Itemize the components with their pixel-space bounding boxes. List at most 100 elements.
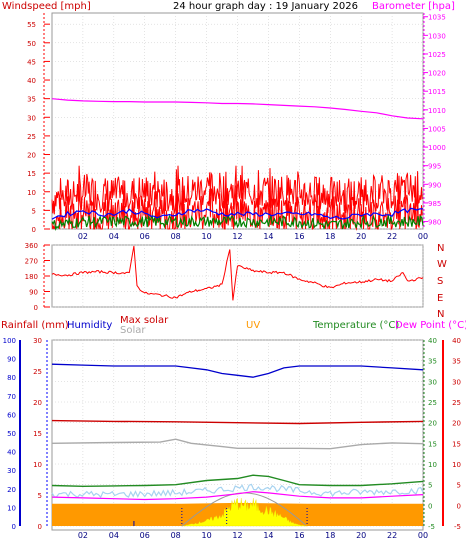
barometer-tick-label: 985 — [428, 200, 441, 208]
direction-tick-label: 0 — [34, 304, 38, 312]
direction-tick-label: 180 — [25, 273, 38, 281]
wind-x-tick-label: 00 — [418, 232, 428, 241]
humidity-tick-label: 80 — [7, 374, 16, 382]
compass-label: N — [437, 309, 444, 320]
wind-x-tick-label: 12 — [232, 232, 242, 241]
weather-x-tick-label: 02 — [78, 531, 88, 540]
wind-tick-label: 25 — [27, 133, 36, 141]
dewpoint-label: Dew Point (°C) — [395, 320, 466, 331]
rainfall-tick-label: 10 — [33, 461, 42, 469]
wind-x-tick-label: 04 — [109, 232, 119, 241]
wind-x-tick-label: 22 — [387, 232, 397, 241]
wind-tick-label: 45 — [27, 58, 36, 66]
rainfall-label: Rainfall (mm) — [1, 320, 69, 331]
wind-tick-label: 35 — [27, 96, 36, 104]
dewpoint-tick-label: 10 — [452, 461, 461, 469]
temperature-tick-label: 5 — [428, 482, 432, 490]
dewpoint-tick-label: 40 — [452, 337, 461, 345]
weather-x-tick-label: 14 — [263, 531, 273, 540]
weather-x-tick-label: 04 — [109, 531, 119, 540]
dewpoint-tick-label: 20 — [452, 420, 461, 428]
humidity-label: Humidity — [67, 320, 112, 331]
rainfall-tick-label: 20 — [33, 399, 42, 407]
barometer-tick-label: 1005 — [428, 125, 446, 133]
weather-x-tick-label: 16 — [294, 531, 304, 540]
dewpoint-line — [51, 491, 424, 501]
humidity-tick-label: 10 — [7, 504, 16, 512]
temperature-tick-label: 35 — [428, 358, 437, 366]
wind-tick-label: 55 — [27, 21, 36, 29]
humidity-tick-label: 60 — [7, 411, 16, 419]
humidity-tick-label: 30 — [7, 467, 16, 475]
wind-tick-label: 50 — [27, 40, 36, 48]
dewpoint-tick-label: 15 — [452, 440, 461, 448]
weather-x-tick-label: 10 — [201, 531, 211, 540]
uv-label: UV — [246, 320, 260, 331]
wind-tick-label: 10 — [27, 189, 36, 197]
weather-x-tick-label: 22 — [387, 531, 397, 540]
humidity-tick-label: 0 — [12, 523, 16, 531]
dewpoint-tick-label: 35 — [452, 358, 461, 366]
weather-x-tick-label: 08 — [171, 531, 181, 540]
direction-line — [51, 245, 424, 301]
rainfall-tick-label: 15 — [33, 430, 42, 438]
wind-x-tick-label: 16 — [294, 232, 304, 241]
wind-gust-line — [51, 165, 423, 215]
wind-x-tick-label: 06 — [140, 232, 150, 241]
temperature-tick-label: 20 — [428, 420, 437, 428]
dewpoint-tick-label: 0 — [457, 502, 461, 510]
weather-x-tick-label: 18 — [325, 531, 335, 540]
humidity-tick-label: 70 — [7, 393, 16, 401]
temperature-line — [51, 474, 424, 488]
direction-tick-label: 90 — [29, 289, 38, 297]
wind-tick-label: 0 — [32, 226, 36, 234]
humidity-tick-label: 50 — [7, 430, 16, 438]
wind-tick-label: 5 — [32, 207, 36, 215]
wind-x-tick-label: 18 — [325, 232, 335, 241]
humidity-tick-label: 100 — [3, 337, 16, 345]
barometer-tick-label: 1030 — [428, 32, 446, 40]
weather-x-tick-label: 12 — [232, 531, 242, 540]
temperature-tick-label: 30 — [428, 378, 437, 386]
humidity-tick-label: 90 — [7, 356, 16, 364]
temperature-tick-label: 15 — [428, 440, 437, 448]
wind-tick-label: 30 — [27, 114, 36, 122]
wind-x-tick-label: 02 — [78, 232, 88, 241]
compass-label: W — [437, 259, 447, 270]
barometer-tick-label: 1020 — [428, 70, 446, 78]
max-solar-line — [51, 419, 424, 425]
wind-x-tick-label: 10 — [201, 232, 211, 241]
dewpoint-tick-label: 5 — [457, 482, 461, 490]
humidity-line — [51, 363, 424, 378]
solar-label: Solar — [120, 325, 146, 336]
barometer-line — [51, 98, 424, 120]
rainfall-tick-label: 5 — [38, 492, 42, 500]
compass-label: N — [437, 243, 444, 254]
weather-x-tick-label: 00 — [418, 531, 428, 540]
barometer-tick-label: 1035 — [428, 14, 446, 22]
solar-fill — [181, 497, 308, 527]
direction-tick-label: 360 — [25, 242, 38, 250]
barometer-tick-label: 1015 — [428, 88, 446, 96]
wind-tick-label: 20 — [27, 152, 36, 160]
wind-x-tick-label: 14 — [263, 232, 273, 241]
dewpoint-tick-label: 25 — [452, 399, 461, 407]
wind-tick-label: 15 — [27, 170, 36, 178]
direction-tick-label: 270 — [25, 258, 38, 266]
wind-tick-label: 40 — [27, 77, 36, 85]
max-solar-label: Max solar — [120, 315, 169, 326]
chart-title: 24 hour graph day : 19 January 2026 — [173, 1, 358, 12]
barometer-tick-label: 980 — [428, 219, 441, 227]
dewpoint-tick-label: -5 — [454, 523, 461, 531]
rainfall-tick-label: 25 — [33, 368, 42, 376]
weather-x-tick-label: 06 — [140, 531, 150, 540]
compass-label: E — [437, 293, 443, 304]
barometer-tick-label: 1010 — [428, 107, 446, 115]
rainfall-tick-label: 30 — [33, 337, 42, 345]
weather-x-tick-label: 20 — [356, 531, 366, 540]
temperature-tick-label: 40 — [428, 337, 437, 345]
barometer-tick-label: 995 — [428, 163, 441, 171]
temperature-tick-label: -5 — [428, 523, 435, 531]
compass-label: S — [437, 276, 443, 287]
